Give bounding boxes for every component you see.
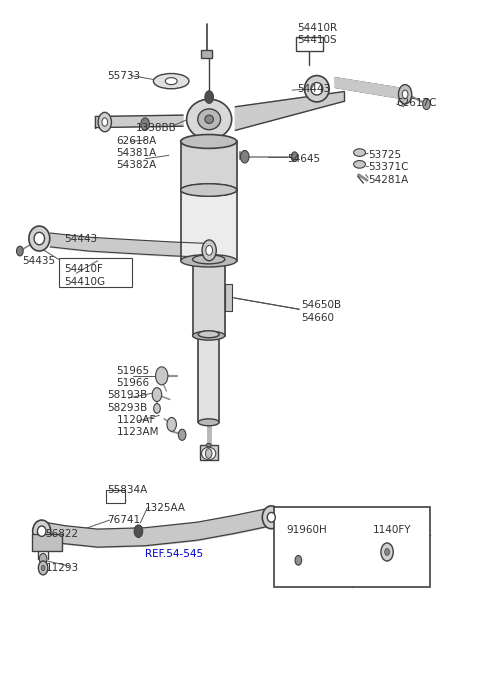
Polygon shape xyxy=(96,115,183,128)
Circle shape xyxy=(41,565,45,570)
Ellipse shape xyxy=(180,134,237,148)
Ellipse shape xyxy=(37,526,46,536)
Ellipse shape xyxy=(187,99,232,139)
Ellipse shape xyxy=(34,232,45,245)
Circle shape xyxy=(134,525,143,538)
Ellipse shape xyxy=(198,109,220,130)
Text: 54443: 54443 xyxy=(297,85,330,94)
Circle shape xyxy=(423,99,430,110)
Ellipse shape xyxy=(192,331,225,340)
Ellipse shape xyxy=(33,520,51,542)
Text: 55733: 55733 xyxy=(107,71,140,80)
Bar xyxy=(32,534,61,551)
Text: 91960H: 91960H xyxy=(286,525,327,535)
Text: 54650B
54660: 54650B 54660 xyxy=(301,300,342,322)
Text: 54281A: 54281A xyxy=(368,175,408,185)
Text: 1338BB: 1338BB xyxy=(136,122,176,133)
Text: 53725: 53725 xyxy=(368,150,401,160)
Ellipse shape xyxy=(354,161,365,168)
Ellipse shape xyxy=(202,447,216,460)
Circle shape xyxy=(402,90,408,99)
Ellipse shape xyxy=(262,506,280,528)
Circle shape xyxy=(152,388,162,401)
Circle shape xyxy=(205,449,212,459)
Text: 1140FY: 1140FY xyxy=(372,525,411,535)
Text: 62618A: 62618A xyxy=(117,136,157,147)
Bar xyxy=(59,258,132,287)
Circle shape xyxy=(295,556,301,565)
Bar xyxy=(198,334,219,422)
Text: 53371C: 53371C xyxy=(368,162,408,172)
Circle shape xyxy=(206,245,213,255)
Ellipse shape xyxy=(192,255,225,264)
Circle shape xyxy=(39,554,47,565)
Text: 54381A
54382A: 54381A 54382A xyxy=(117,147,157,170)
Circle shape xyxy=(154,403,160,413)
Ellipse shape xyxy=(206,443,211,447)
Text: 62617C: 62617C xyxy=(396,99,437,108)
Circle shape xyxy=(291,152,298,161)
Ellipse shape xyxy=(154,73,189,89)
Bar xyxy=(225,284,232,311)
Circle shape xyxy=(38,561,48,575)
Ellipse shape xyxy=(165,78,177,85)
Text: 54443: 54443 xyxy=(64,233,97,243)
Ellipse shape xyxy=(198,419,219,426)
Circle shape xyxy=(381,543,393,561)
Ellipse shape xyxy=(180,254,237,267)
Ellipse shape xyxy=(267,512,276,522)
Text: 55834A: 55834A xyxy=(107,484,147,495)
Text: 54435: 54435 xyxy=(22,256,55,266)
Circle shape xyxy=(156,367,168,385)
Polygon shape xyxy=(335,78,408,99)
Ellipse shape xyxy=(198,331,219,338)
Text: 54410R
54410S: 54410R 54410S xyxy=(297,23,337,45)
Text: REF.54-545: REF.54-545 xyxy=(145,549,203,559)
Circle shape xyxy=(398,85,412,104)
Circle shape xyxy=(205,91,214,103)
Ellipse shape xyxy=(205,115,214,124)
Circle shape xyxy=(179,429,186,440)
Text: 1325AA: 1325AA xyxy=(145,503,186,512)
Bar xyxy=(106,489,125,503)
Text: 76741: 76741 xyxy=(107,515,140,525)
Ellipse shape xyxy=(29,226,50,251)
Text: 51965
51966: 51965 51966 xyxy=(117,366,150,389)
Circle shape xyxy=(202,240,216,261)
Bar xyxy=(180,190,237,261)
Circle shape xyxy=(98,113,111,131)
Bar xyxy=(192,259,225,336)
Circle shape xyxy=(240,150,249,163)
Text: 56822: 56822 xyxy=(46,529,79,539)
Ellipse shape xyxy=(311,82,323,95)
Bar xyxy=(200,445,218,461)
Circle shape xyxy=(16,246,23,256)
Ellipse shape xyxy=(180,184,237,196)
Text: 58193B
58293B: 58193B 58293B xyxy=(107,390,147,412)
Text: 11293: 11293 xyxy=(46,563,79,573)
Bar xyxy=(296,38,323,51)
Text: 1120AF
1123AM: 1120AF 1123AM xyxy=(117,415,159,437)
Text: 54645: 54645 xyxy=(288,154,321,164)
Ellipse shape xyxy=(304,75,329,102)
Ellipse shape xyxy=(354,149,365,157)
Polygon shape xyxy=(235,92,344,131)
Circle shape xyxy=(102,118,108,127)
Text: 54410F
54410G: 54410F 54410G xyxy=(64,264,106,287)
Bar xyxy=(180,141,237,190)
Ellipse shape xyxy=(180,184,237,196)
Bar xyxy=(201,50,213,58)
Circle shape xyxy=(167,417,177,431)
Bar xyxy=(274,507,430,586)
Circle shape xyxy=(384,549,389,556)
Circle shape xyxy=(141,118,149,131)
